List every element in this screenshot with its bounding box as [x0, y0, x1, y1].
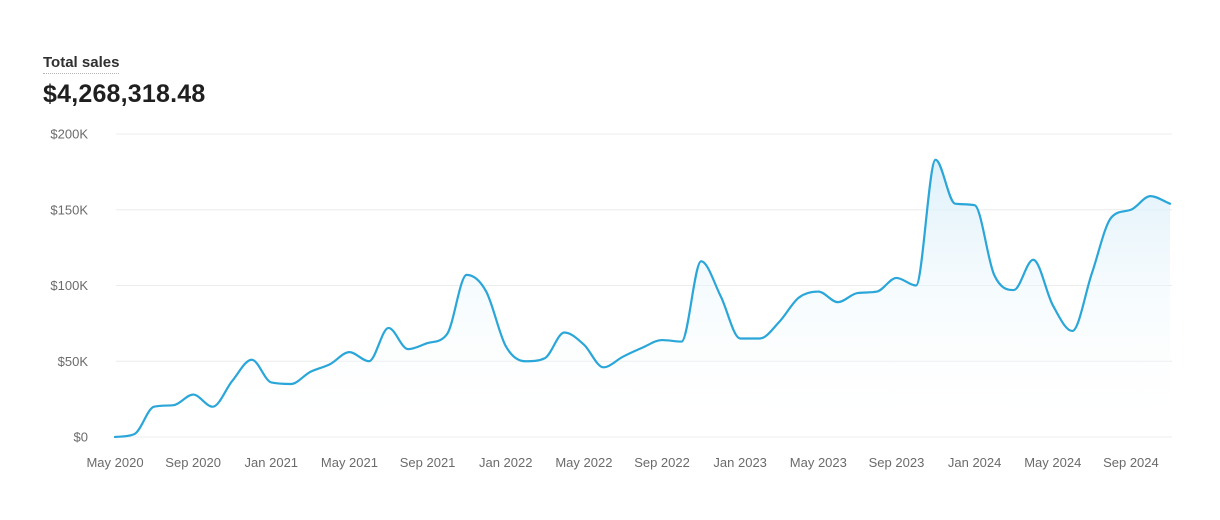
- data-point-2022-07[interactable]: [619, 353, 627, 361]
- data-point-2021-11[interactable]: [463, 271, 471, 279]
- data-point-2021-09[interactable]: [424, 339, 432, 347]
- data-point-2024-10[interactable]: [1146, 192, 1154, 200]
- y-tick-label: $200K: [50, 127, 88, 142]
- x-axis: May 2020 Sep 2020 Jan 2021 May 2021 Sep 2021…: [86, 455, 1158, 470]
- x-tick-label: May 2022: [555, 455, 612, 470]
- data-point-2024-08[interactable]: [1107, 213, 1115, 221]
- y-tick-label: $0: [74, 430, 88, 445]
- data-point-2023-04[interactable]: [795, 294, 803, 302]
- data-point-2020-08[interactable]: [170, 401, 178, 409]
- x-tick-label: Jan 2024: [948, 455, 1002, 470]
- data-point-2022-10[interactable]: [678, 338, 686, 346]
- data-point-2021-08[interactable]: [404, 345, 412, 353]
- data-point-2021-02[interactable]: [287, 380, 295, 388]
- data-point-2021-01[interactable]: [267, 378, 275, 386]
- y-tick-label: $50K: [58, 354, 89, 369]
- x-tick-label: Sep 2022: [634, 455, 690, 470]
- data-point-2022-09[interactable]: [658, 336, 666, 344]
- x-tick-label: Sep 2024: [1103, 455, 1159, 470]
- data-point-2020-09[interactable]: [189, 391, 197, 399]
- x-tick-label: Jan 2022: [479, 455, 533, 470]
- data-point-2023-12[interactable]: [951, 200, 959, 208]
- x-tick-label: Jan 2021: [245, 455, 299, 470]
- x-tick-label: Sep 2020: [165, 455, 221, 470]
- data-point-2024-06[interactable]: [1068, 327, 1076, 335]
- data-point-2022-11[interactable]: [697, 257, 705, 265]
- y-tick-label: $150K: [50, 202, 88, 217]
- x-tick-label: Jan 2023: [713, 455, 767, 470]
- data-point-2021-12[interactable]: [482, 288, 490, 296]
- metric-value: $4,268,318.48: [43, 80, 206, 108]
- data-point-2022-01[interactable]: [502, 342, 510, 350]
- y-tick-label: $100K: [50, 278, 88, 293]
- x-tick-label: May 2021: [321, 455, 378, 470]
- data-point-2023-05[interactable]: [814, 288, 822, 296]
- data-point-2021-07[interactable]: [385, 324, 393, 332]
- data-point-2023-01[interactable]: [736, 335, 744, 343]
- x-tick-label: May 2020: [86, 455, 143, 470]
- data-point-2020-06[interactable]: [131, 430, 139, 438]
- data-point-2022-12[interactable]: [717, 292, 725, 300]
- data-point-2022-05[interactable]: [580, 341, 588, 349]
- data-point-2021-04[interactable]: [326, 360, 334, 368]
- data-point-2022-04[interactable]: [560, 328, 568, 336]
- x-tick-label: May 2024: [1024, 455, 1081, 470]
- data-point-2024-05[interactable]: [1049, 301, 1057, 309]
- data-point-2024-11[interactable]: [1166, 200, 1174, 208]
- metric-title[interactable]: Total sales: [43, 54, 120, 74]
- data-point-2024-07[interactable]: [1088, 269, 1096, 277]
- data-point-2023-09[interactable]: [892, 274, 900, 282]
- data-point-2020-07[interactable]: [150, 403, 158, 411]
- x-tick-label: Sep 2023: [869, 455, 925, 470]
- data-point-2020-11[interactable]: [228, 377, 236, 385]
- data-point-2020-12[interactable]: [248, 356, 256, 364]
- data-point-2022-03[interactable]: [541, 354, 549, 362]
- data-point-2023-11[interactable]: [932, 156, 940, 164]
- data-point-2023-07[interactable]: [853, 289, 861, 297]
- data-point-2021-05[interactable]: [345, 348, 353, 356]
- data-point-2022-08[interactable]: [639, 344, 647, 352]
- sales-area-fill: [115, 159, 1170, 437]
- sales-line[interactable]: [113, 158, 1172, 439]
- data-point-2024-01[interactable]: [971, 201, 979, 209]
- data-point-2022-02[interactable]: [521, 357, 529, 365]
- data-point-2021-03[interactable]: [306, 368, 314, 376]
- data-point-2024-03[interactable]: [1010, 286, 1018, 294]
- data-point-2023-10[interactable]: [912, 282, 920, 290]
- data-point-2020-10[interactable]: [209, 403, 217, 411]
- data-point-2024-04[interactable]: [1029, 256, 1037, 264]
- y-axis: $0 $50K $100K $150K $200K: [50, 127, 88, 445]
- data-point-2023-03[interactable]: [775, 318, 783, 326]
- data-point-2023-06[interactable]: [834, 298, 842, 306]
- data-point-2023-02[interactable]: [756, 335, 764, 343]
- data-point-2022-06[interactable]: [599, 363, 607, 371]
- data-point-2024-02[interactable]: [990, 271, 998, 279]
- data-point-2021-06[interactable]: [365, 357, 373, 365]
- data-point-2020-05[interactable]: [111, 433, 119, 441]
- data-point-2024-09[interactable]: [1127, 206, 1135, 214]
- data-point-2021-10[interactable]: [443, 330, 451, 338]
- data-point-2023-08[interactable]: [873, 288, 881, 296]
- x-tick-label: May 2023: [790, 455, 847, 470]
- x-tick-label: Sep 2021: [400, 455, 456, 470]
